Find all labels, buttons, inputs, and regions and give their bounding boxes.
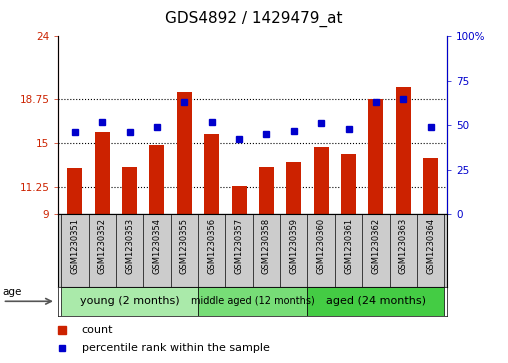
Text: GSM1230358: GSM1230358 xyxy=(262,218,271,274)
Text: GSM1230351: GSM1230351 xyxy=(70,218,79,274)
Bar xyxy=(94,132,110,214)
Bar xyxy=(198,287,307,316)
Bar xyxy=(232,186,246,214)
Bar xyxy=(177,92,192,214)
Bar xyxy=(61,287,198,316)
Text: percentile rank within the sample: percentile rank within the sample xyxy=(82,343,270,353)
Text: GSM1230354: GSM1230354 xyxy=(152,218,162,274)
Text: count: count xyxy=(82,325,113,335)
Text: GSM1230361: GSM1230361 xyxy=(344,218,353,274)
Bar xyxy=(286,162,301,214)
Text: GSM1230353: GSM1230353 xyxy=(125,218,134,274)
Text: GSM1230364: GSM1230364 xyxy=(426,218,435,274)
Bar xyxy=(307,287,444,316)
Text: GSM1230362: GSM1230362 xyxy=(371,218,380,274)
Text: young (2 months): young (2 months) xyxy=(80,296,179,306)
Text: GDS4892 / 1429479_at: GDS4892 / 1429479_at xyxy=(165,11,343,27)
Text: aged (24 months): aged (24 months) xyxy=(326,296,426,306)
Bar xyxy=(313,147,329,214)
Text: age: age xyxy=(3,287,22,297)
Bar xyxy=(259,167,274,214)
Text: middle aged (12 months): middle aged (12 months) xyxy=(191,296,314,306)
Bar xyxy=(204,134,219,214)
Bar xyxy=(368,99,384,214)
Text: GSM1230355: GSM1230355 xyxy=(180,218,189,274)
Text: GSM1230357: GSM1230357 xyxy=(235,218,243,274)
Text: GSM1230363: GSM1230363 xyxy=(399,218,408,274)
Text: GSM1230356: GSM1230356 xyxy=(207,218,216,274)
Text: GSM1230360: GSM1230360 xyxy=(316,218,326,274)
Bar xyxy=(396,87,411,214)
Text: GSM1230359: GSM1230359 xyxy=(289,218,298,274)
Bar xyxy=(68,168,82,214)
Text: GSM1230352: GSM1230352 xyxy=(98,218,107,274)
Bar xyxy=(122,167,137,214)
Bar xyxy=(149,146,165,214)
Bar xyxy=(341,154,356,214)
Bar xyxy=(423,158,438,214)
